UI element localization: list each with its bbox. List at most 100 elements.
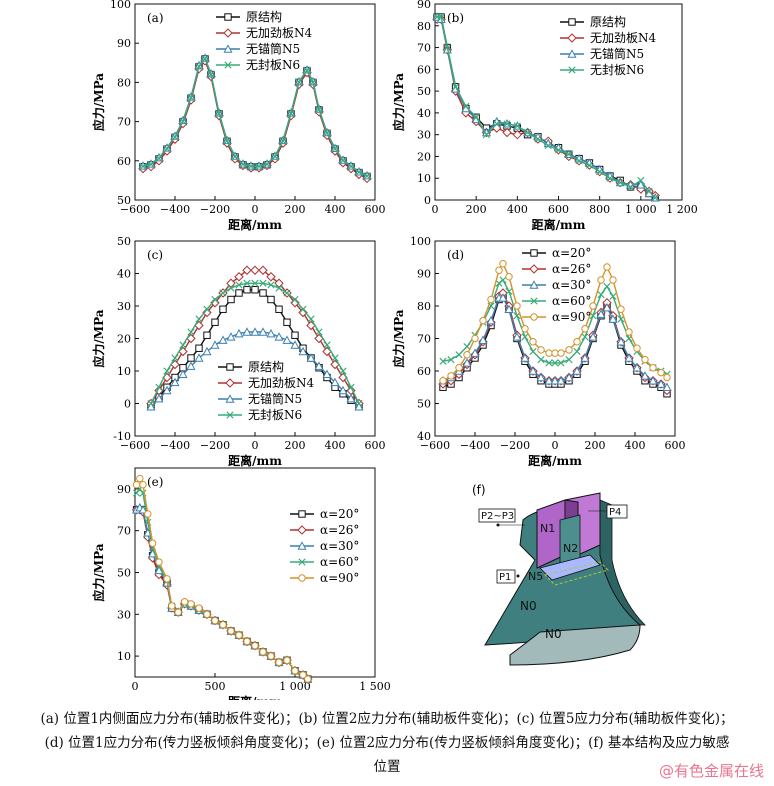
legend-swatch-marker (225, 394, 235, 403)
data-point (455, 364, 463, 372)
point-p1 (516, 574, 520, 578)
data-point (266, 328, 276, 338)
legend-swatch-marker (529, 280, 539, 289)
series-α=26° (131, 505, 313, 684)
y-tick-label: 20 (117, 333, 131, 346)
data-point (648, 375, 658, 385)
series-line (437, 18, 656, 197)
data-point (144, 510, 152, 518)
y-tick-label: 80 (417, 20, 431, 33)
data-point (227, 284, 235, 292)
data-point (626, 183, 635, 191)
series-line (142, 59, 368, 180)
data-point (235, 289, 243, 297)
data-point (649, 364, 657, 372)
data-point (291, 667, 299, 675)
x-tick-label: −400 (460, 439, 490, 452)
legend-label: 无锚筒N5 (590, 46, 644, 61)
y-tick-label: 90 (117, 483, 131, 496)
x-tick-label: 800 (589, 203, 610, 216)
legend-label: 无加劲板N4 (246, 26, 313, 40)
data-point (255, 162, 263, 170)
y-tick-label: 50 (417, 398, 431, 411)
caption-line-1: (a) 位置1内侧面应力分布(辅助板件变化)；(b) 位置2应力分布(辅助板件变… (40, 711, 734, 727)
data-point (339, 156, 347, 164)
x-tick-label: 0 (132, 680, 139, 693)
data-point (479, 316, 487, 325)
data-point (290, 340, 300, 349)
legend-swatch-marker (567, 49, 577, 58)
x-tick-label: 1 500 (359, 680, 391, 693)
legend-swatch-marker (225, 378, 235, 388)
data-point (471, 334, 479, 343)
label-n0-lower: N0 (545, 627, 562, 641)
data-point (155, 154, 163, 163)
series-无锚筒N5 (146, 327, 364, 411)
y-tick-label: 10 (417, 172, 431, 185)
data-point (195, 604, 203, 612)
y-tick-label: 70 (117, 116, 131, 129)
data-point (462, 102, 470, 110)
data-point (223, 137, 231, 145)
y-axis-label: 应力/MPa (391, 309, 406, 367)
data-point (596, 309, 606, 318)
data-point (211, 295, 219, 304)
data-point (259, 289, 267, 297)
data-point (234, 272, 244, 282)
series-α=30° (132, 502, 313, 683)
data-point (163, 367, 171, 375)
data-point (251, 279, 259, 287)
data-point (282, 335, 292, 344)
x-tick-label: 600 (665, 439, 686, 452)
legend-label: α=20° (320, 507, 359, 521)
data-point (215, 109, 223, 117)
data-point (455, 351, 463, 359)
data-point (354, 401, 364, 411)
data-point (242, 327, 252, 336)
series-line (437, 16, 656, 199)
data-point (521, 325, 529, 333)
anchor-tube-n2 (559, 514, 581, 566)
data-point (495, 266, 503, 274)
data-point (227, 627, 235, 635)
legend-swatch-marker (297, 525, 307, 535)
data-point (315, 328, 323, 336)
x-tick-label: 200 (466, 203, 487, 216)
x-tick-label: 600 (365, 203, 386, 216)
panel-b: 0 200 400 600 800 1 000 1 200 0 10 20 30 40 50 60 70 80… (391, 0, 698, 232)
data-point (663, 373, 671, 382)
x-tick-label: −600 (120, 439, 150, 452)
data-point (447, 372, 455, 380)
x-tick-label: 0 (252, 203, 259, 216)
data-point (486, 315, 496, 325)
legend-swatch-marker (223, 44, 233, 53)
data-point (470, 348, 480, 357)
data-point (274, 332, 284, 341)
data-point (597, 276, 605, 284)
series-无锚筒N5 (138, 53, 372, 180)
series-原结构 (139, 55, 371, 181)
label-box-p2-p3 (478, 508, 516, 523)
series-α=60° (133, 485, 312, 683)
data-point (163, 575, 171, 583)
data-point (202, 346, 212, 356)
data-point (637, 176, 645, 184)
data-point (187, 600, 195, 608)
data-point (139, 162, 147, 170)
data-point (651, 194, 659, 202)
y-tick-label: 90 (117, 37, 131, 50)
legend-label: 无封板N6 (590, 63, 644, 77)
data-point (168, 602, 176, 610)
x-tick-label: 200 (585, 439, 606, 452)
data-point (267, 295, 275, 304)
x-tick-label: −200 (200, 439, 230, 452)
data-point (287, 109, 295, 117)
x-tick-label: 0 (252, 439, 259, 452)
data-point (180, 598, 189, 606)
x-axis-label: 距离/mm (228, 217, 282, 232)
x-axis-label: 距离/mm (532, 217, 586, 232)
legend: α=20° α=26° α=30° α=60° α=90° (522, 246, 591, 324)
legend-swatch-marker (530, 249, 538, 257)
x-tick-label: 400 (507, 203, 528, 216)
data-point (235, 631, 243, 639)
